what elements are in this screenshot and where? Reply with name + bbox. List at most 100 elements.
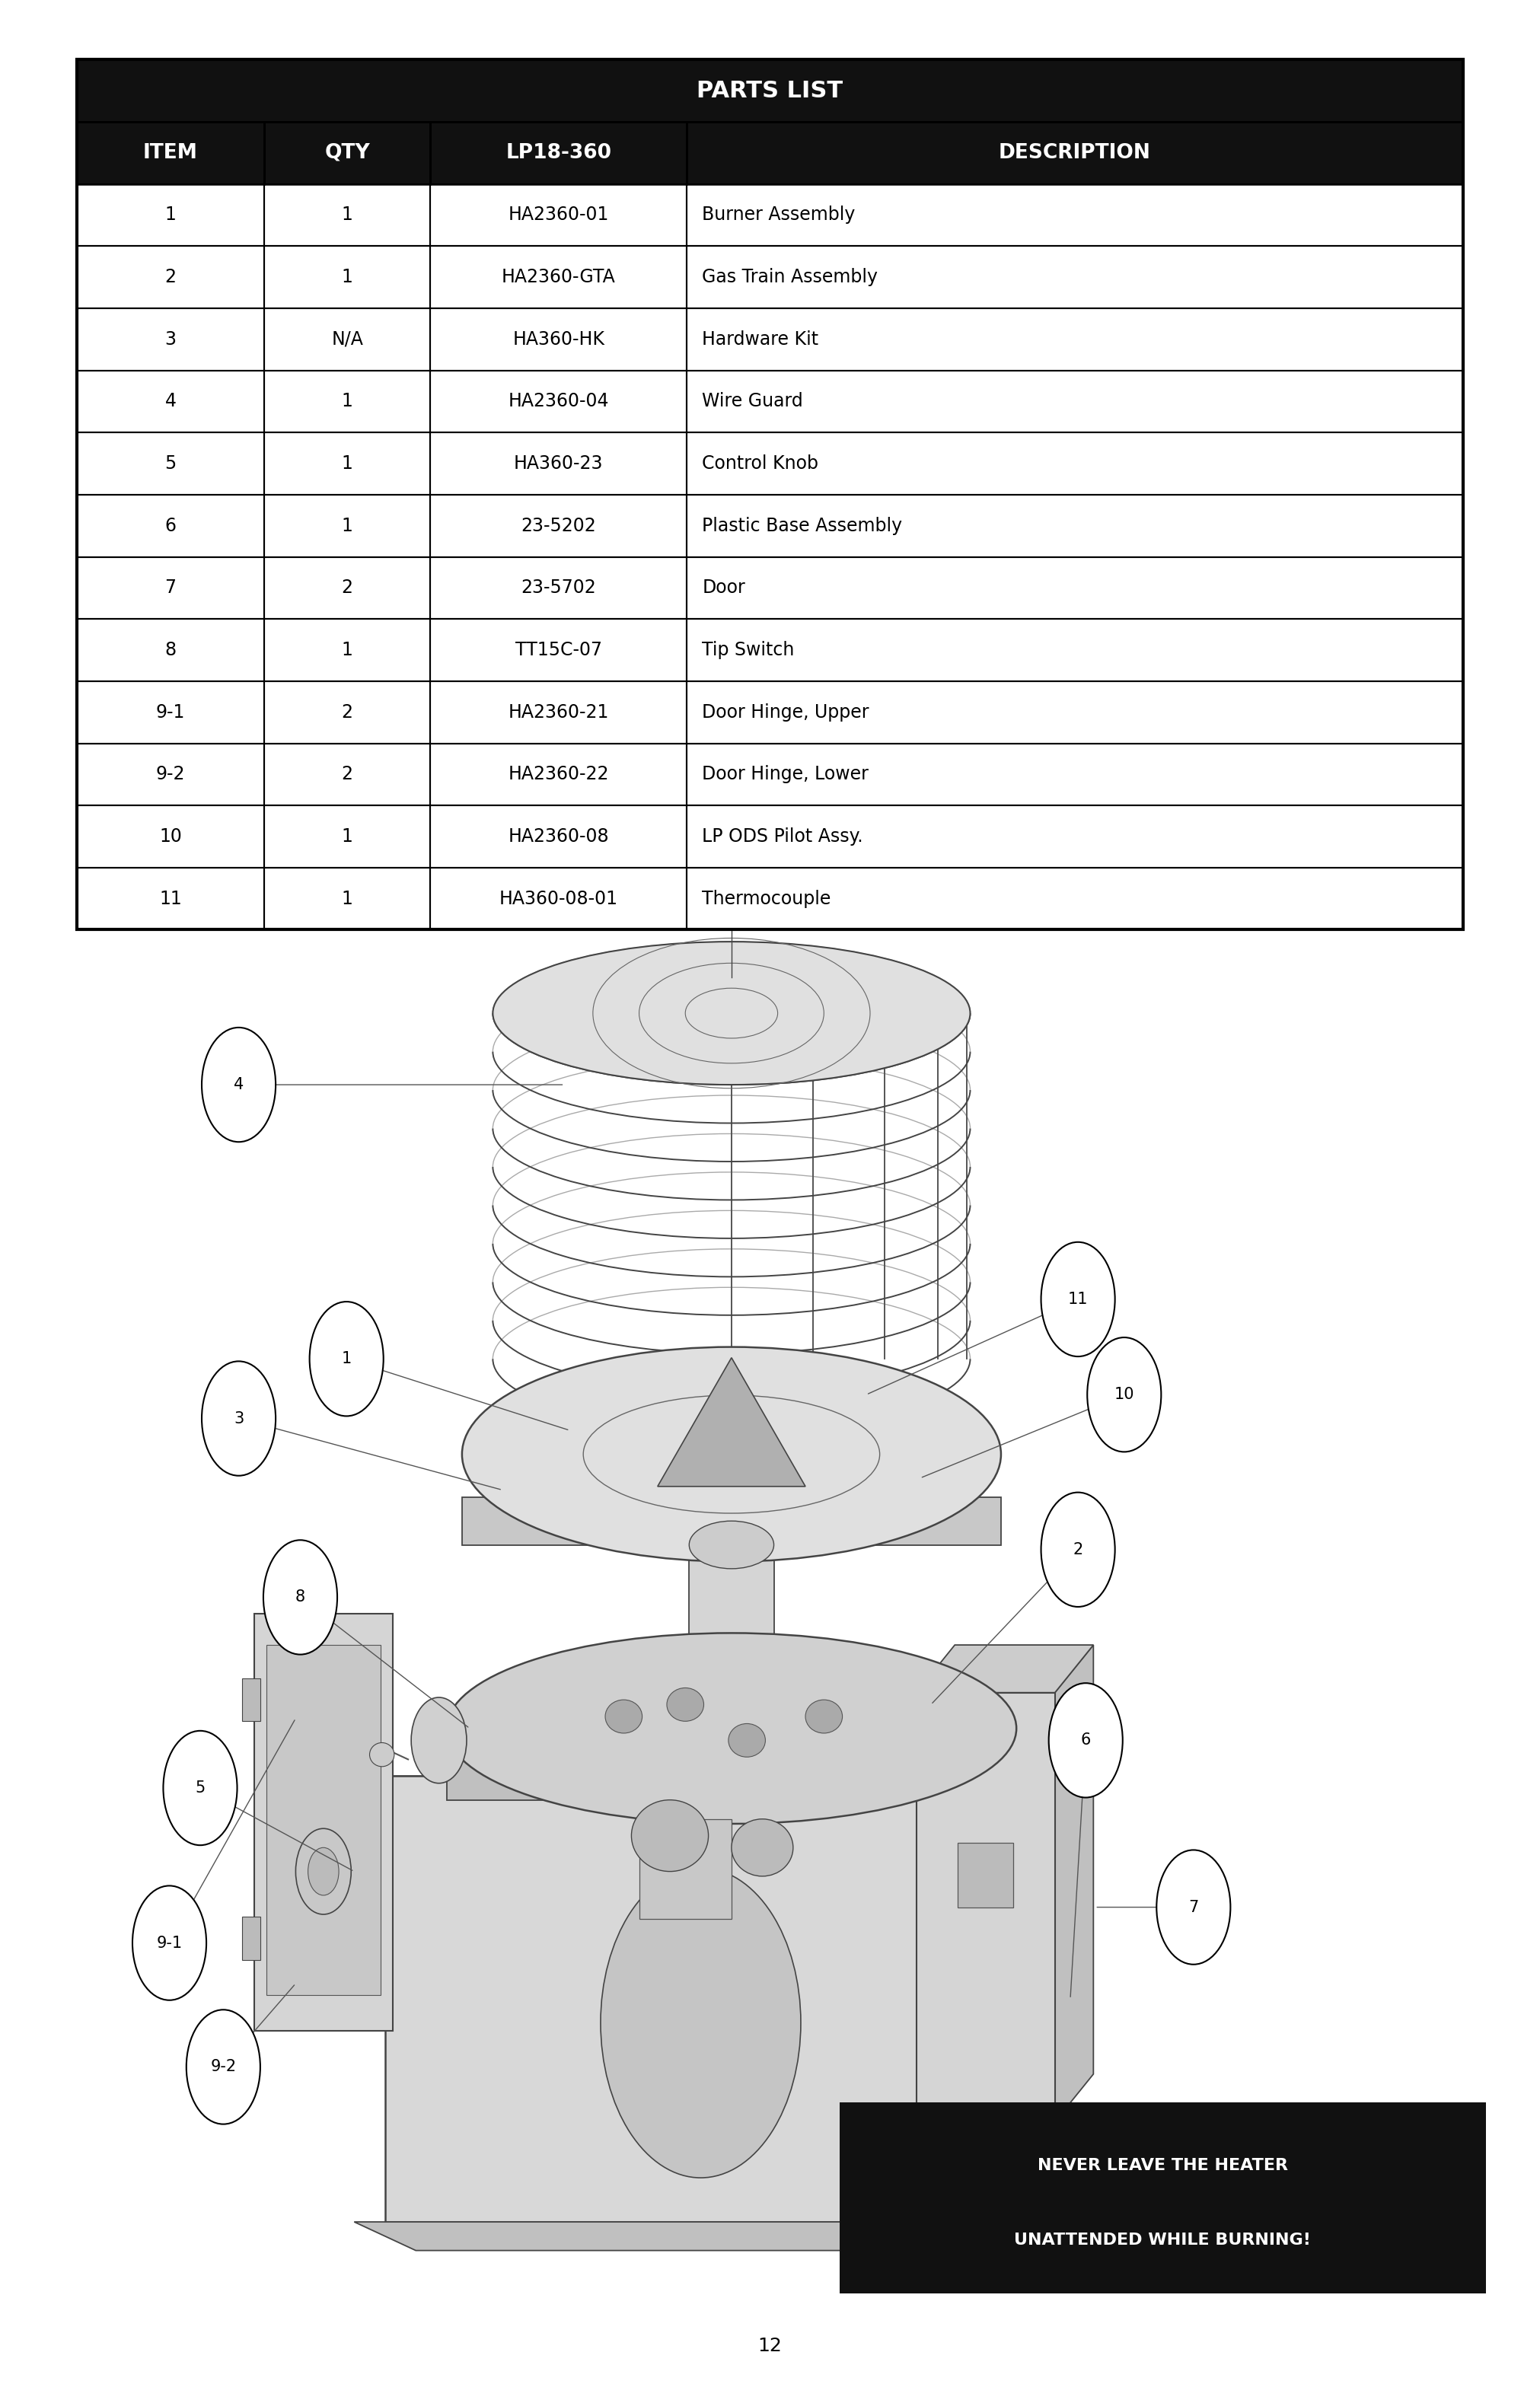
Text: TT15C-07: TT15C-07 xyxy=(516,641,602,660)
Text: ITEM: ITEM xyxy=(143,143,199,162)
Text: Door Hinge, Upper: Door Hinge, Upper xyxy=(702,703,870,722)
Text: 3: 3 xyxy=(165,329,176,348)
Text: 5: 5 xyxy=(165,455,177,472)
Text: 9-1: 9-1 xyxy=(157,1936,182,1950)
Bar xyxy=(77,60,1463,930)
Polygon shape xyxy=(447,1757,1016,1800)
Bar xyxy=(263,432,430,493)
Bar xyxy=(430,308,687,370)
Polygon shape xyxy=(1055,1645,1093,2122)
Bar xyxy=(77,308,263,370)
Circle shape xyxy=(1049,1683,1123,1798)
Bar xyxy=(263,558,430,620)
Bar xyxy=(242,1678,260,1721)
Polygon shape xyxy=(658,1356,805,1488)
Circle shape xyxy=(202,1028,276,1142)
Text: Burner Assembly: Burner Assembly xyxy=(702,205,856,224)
Bar xyxy=(430,558,687,620)
Text: Wire Guard: Wire Guard xyxy=(702,393,804,410)
Text: 9-2: 9-2 xyxy=(211,2060,236,2074)
Text: HA2360-08: HA2360-08 xyxy=(508,827,610,846)
Bar xyxy=(687,868,1463,930)
Bar xyxy=(254,1614,393,2031)
Text: 1: 1 xyxy=(342,641,353,660)
Bar xyxy=(263,806,430,868)
Text: Tip Switch: Tip Switch xyxy=(702,641,795,660)
Bar xyxy=(77,682,263,744)
Bar xyxy=(430,432,687,493)
Bar xyxy=(430,122,687,184)
Bar xyxy=(263,184,430,246)
Circle shape xyxy=(263,1540,337,1654)
Circle shape xyxy=(186,2010,260,2124)
Text: Hardware Kit: Hardware Kit xyxy=(702,329,819,348)
Text: 10: 10 xyxy=(1113,1387,1135,1402)
Text: 1: 1 xyxy=(342,455,353,472)
Bar xyxy=(77,184,263,246)
Text: HA360-08-01: HA360-08-01 xyxy=(499,889,618,908)
Polygon shape xyxy=(385,1776,1063,1824)
Bar xyxy=(77,620,263,682)
Circle shape xyxy=(1041,1242,1115,1356)
Ellipse shape xyxy=(728,1724,765,1757)
Bar xyxy=(77,806,263,868)
Bar xyxy=(916,1693,1055,2122)
Bar xyxy=(687,246,1463,308)
Bar xyxy=(263,370,430,432)
Text: 3: 3 xyxy=(234,1411,243,1426)
Text: QTY: QTY xyxy=(325,143,370,162)
Bar xyxy=(263,246,430,308)
Ellipse shape xyxy=(732,1819,793,1876)
Bar xyxy=(77,246,263,308)
Ellipse shape xyxy=(462,1347,1001,1562)
Bar xyxy=(687,370,1463,432)
Bar xyxy=(687,493,1463,558)
Bar xyxy=(77,744,263,806)
Bar xyxy=(263,744,430,806)
Bar xyxy=(430,620,687,682)
Bar xyxy=(430,744,687,806)
Bar xyxy=(263,620,430,682)
Text: Door: Door xyxy=(702,579,745,596)
Bar xyxy=(687,806,1463,868)
Ellipse shape xyxy=(370,1743,394,1767)
Polygon shape xyxy=(462,1497,1001,1545)
Bar xyxy=(687,744,1463,806)
Bar xyxy=(687,620,1463,682)
Bar xyxy=(687,558,1463,620)
Bar xyxy=(77,682,263,744)
Ellipse shape xyxy=(411,1697,467,1783)
Bar xyxy=(77,122,263,184)
Text: 5: 5 xyxy=(196,1781,205,1795)
Bar xyxy=(263,432,430,493)
Bar xyxy=(688,1545,773,1681)
Bar xyxy=(385,1776,1001,2222)
Text: 10: 10 xyxy=(159,827,182,846)
Text: 2: 2 xyxy=(1073,1542,1083,1557)
Bar xyxy=(430,122,687,184)
Text: LP ODS Pilot Assy.: LP ODS Pilot Assy. xyxy=(702,827,864,846)
Ellipse shape xyxy=(308,1848,339,1895)
Bar xyxy=(430,370,687,432)
Bar xyxy=(430,493,687,558)
Bar xyxy=(77,493,263,558)
Bar xyxy=(687,308,1463,370)
Bar xyxy=(430,308,687,370)
Bar xyxy=(263,493,430,558)
Text: 4: 4 xyxy=(165,393,176,410)
Bar xyxy=(77,60,1463,122)
Bar xyxy=(430,806,687,868)
Text: HA2360-21: HA2360-21 xyxy=(508,703,608,722)
Text: 1: 1 xyxy=(342,1352,351,1366)
Bar xyxy=(687,246,1463,308)
Bar xyxy=(687,493,1463,558)
Text: 1: 1 xyxy=(342,517,353,534)
Bar xyxy=(263,682,430,744)
Bar xyxy=(687,744,1463,806)
Circle shape xyxy=(310,1302,383,1416)
Ellipse shape xyxy=(447,1633,1016,1824)
Bar xyxy=(687,432,1463,493)
Bar xyxy=(266,1645,380,1995)
Text: PARTS LIST: PARTS LIST xyxy=(698,79,842,103)
Bar xyxy=(263,620,430,682)
